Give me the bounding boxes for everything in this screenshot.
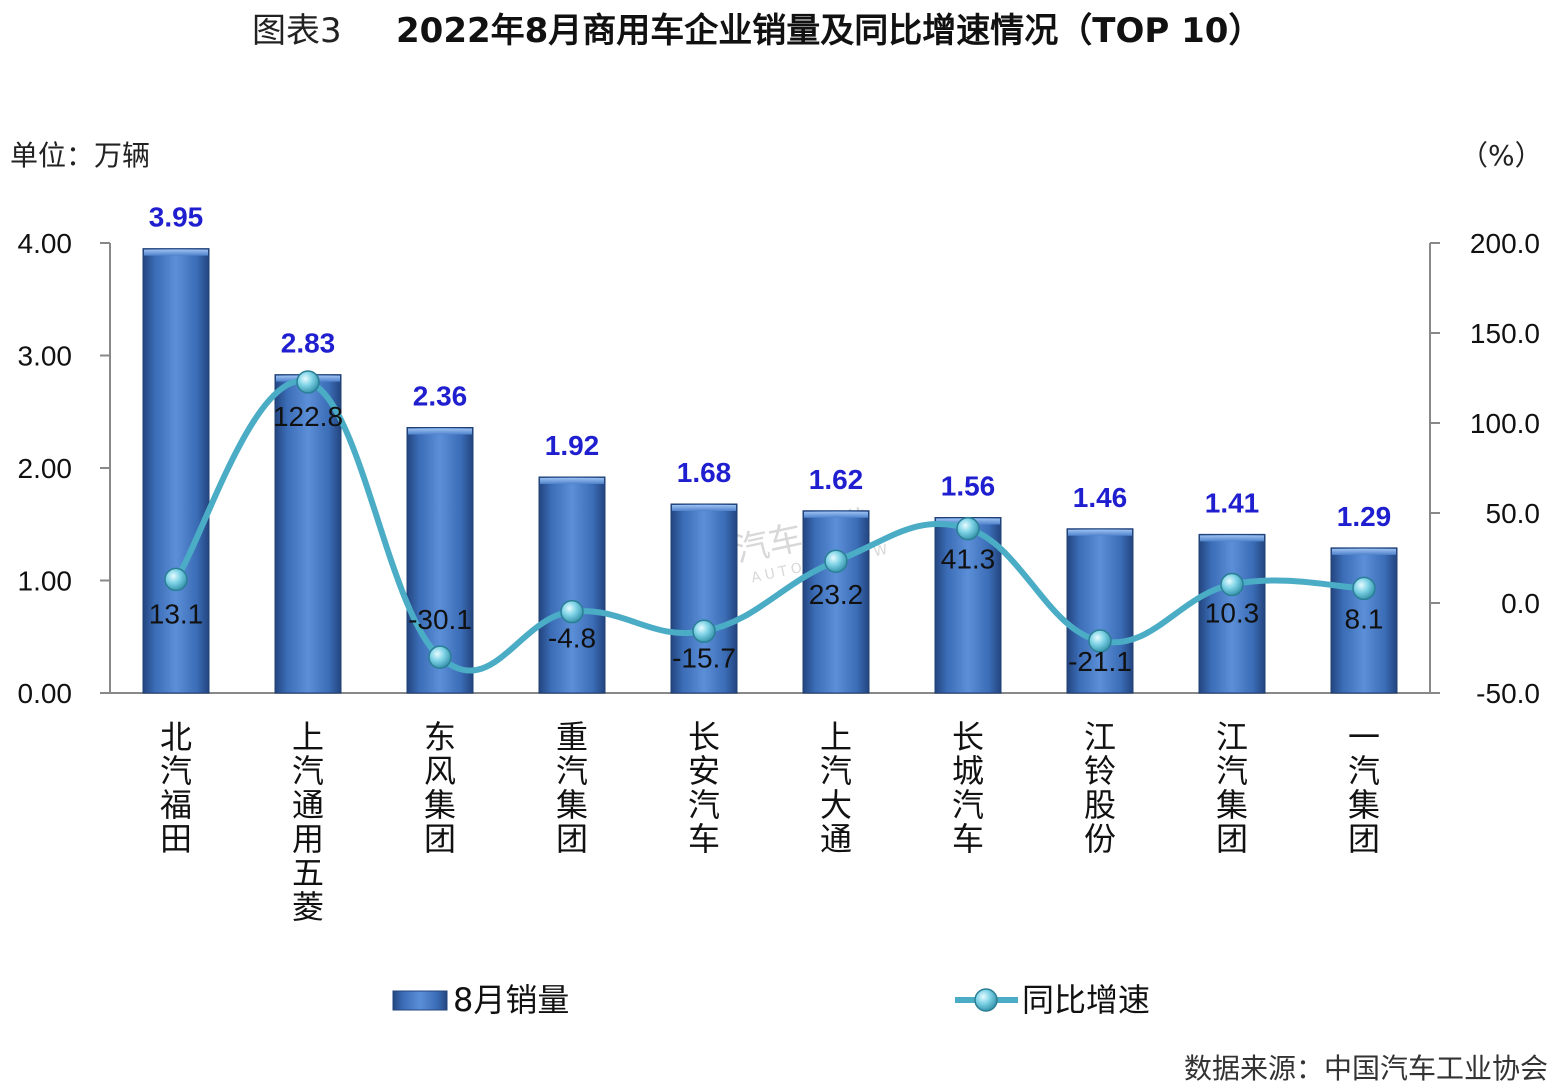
line-value-label: -30.1 [408, 604, 472, 635]
bar-value-label: 2.36 [413, 381, 468, 412]
line-point [1088, 629, 1112, 653]
left-tick-label: 0.00 [18, 678, 73, 709]
right-axis-unit: （%） [1460, 139, 1543, 172]
legend-line-label: 同比增速 [1022, 981, 1150, 1019]
legend-line-marker [974, 988, 998, 1012]
line-series [164, 370, 1376, 674]
line-value-label: -15.7 [672, 642, 736, 673]
line-point [956, 516, 980, 541]
left-tick-label: 4.00 [18, 228, 73, 259]
chart-title: 2022年8月商用车企业销量及同比增速情况（TOP 10） [396, 11, 1262, 51]
bar-top-highlight [144, 249, 208, 256]
category-labels: 北汽福田 上汽通用五菱 东风集团 重汽集团 长安汽车 上汽大通 长城汽车 江铃股份 江汽集团 一汽… [160, 718, 1380, 926]
growth-line [173, 378, 1367, 674]
bar [1066, 528, 1134, 694]
line-value-label: 23.2 [809, 579, 864, 610]
line-point [428, 645, 452, 669]
bar-series [142, 248, 1398, 694]
category-label: 北汽福田 [160, 718, 192, 858]
category-label: 江铃股份 [1084, 718, 1116, 858]
left-axis-ticks: 0.00 1.00 2.00 3.00 4.00 [18, 228, 110, 709]
bar [538, 476, 606, 694]
line-point [164, 567, 188, 592]
line-point [1352, 576, 1376, 601]
line-value-label: 13.1 [149, 598, 204, 629]
left-tick-label: 2.00 [18, 453, 73, 484]
bar-value-label: 1.62 [809, 464, 864, 495]
legend-bar-label: 8月销量 [453, 981, 569, 1019]
bar-top-highlight [408, 428, 472, 435]
line-value-label: 8.1 [1345, 603, 1384, 634]
category-label: 东风集团 [424, 718, 456, 858]
right-tick-label: -50.0 [1476, 678, 1540, 709]
bar-value-label: 1.29 [1337, 501, 1392, 532]
legend-item-line: 同比增速 [955, 981, 1150, 1019]
bar-value-label: 1.41 [1205, 487, 1260, 518]
category-label: 重汽集团 [556, 718, 588, 858]
bar-value-label: 2.83 [281, 328, 336, 359]
bar-value-label: 1.92 [545, 430, 600, 461]
legend: 8月销量 同比增速 [392, 981, 1150, 1019]
bar [1330, 547, 1398, 694]
bar [670, 503, 738, 694]
line-value-label: -4.8 [548, 623, 596, 654]
line-point [560, 599, 584, 624]
bar [1198, 533, 1266, 694]
bar-value-label: 3.95 [149, 202, 204, 233]
left-tick-label: 3.00 [18, 341, 73, 372]
right-tick-label: 50.0 [1486, 498, 1541, 529]
bar-value-label: 1.56 [941, 471, 996, 502]
data-source: 数据来源：中国汽车工业协会 [1184, 1052, 1548, 1085]
bar-top-highlight [540, 478, 604, 484]
bar-top-highlight [672, 505, 736, 511]
bar [802, 510, 870, 694]
bar-top-highlight [1200, 535, 1264, 542]
bar-data-labels: 3.95 2.83 2.36 1.92 1.68 1.62 1.56 1.46 1.41 1.29 [149, 202, 1392, 532]
right-tick-label: 0.0 [1501, 588, 1540, 619]
category-label: 上汽大通 [820, 718, 852, 858]
bar-top-highlight [1332, 548, 1396, 555]
bar-value-label: 1.68 [677, 457, 732, 488]
line-value-label: -21.1 [1068, 646, 1132, 677]
category-label: 上汽通用五菱 [292, 718, 324, 926]
line-point [824, 549, 848, 573]
line-value-label: 41.3 [941, 544, 996, 575]
legend-bar-swatch [392, 990, 448, 1011]
line-point [296, 370, 320, 394]
legend-item-bar: 8月销量 [392, 981, 569, 1019]
right-tick-label: 200.0 [1470, 228, 1540, 259]
line-data-labels: 13.1 122.8 -30.1 -4.8 -15.7 23.2 41.3 -21.1 10.3… [149, 401, 1384, 677]
line-value-label: 10.3 [1205, 597, 1260, 628]
left-axis-unit: 单位：万辆 [10, 139, 150, 172]
bar [142, 248, 210, 694]
line-value-label: 122.8 [273, 401, 343, 432]
right-axis-ticks: -50.0 0.0 50.0 100.0 150.0 200.0 [1430, 228, 1540, 709]
bar [274, 374, 342, 694]
category-label: 一汽集团 [1348, 718, 1380, 858]
bar-top-highlight [1068, 529, 1132, 536]
right-tick-label: 150.0 [1470, 318, 1540, 349]
category-label: 长安汽车 [688, 718, 720, 858]
chart-title-prefix: 图表3 [252, 11, 342, 51]
line-point [692, 619, 716, 644]
right-tick-label: 100.0 [1470, 408, 1540, 439]
category-label: 长城汽车 [952, 718, 984, 858]
bar [934, 517, 1002, 694]
bar-value-label: 1.46 [1073, 482, 1128, 513]
bar-top-highlight [804, 511, 868, 518]
category-label: 江汽集团 [1216, 718, 1248, 858]
left-tick-label: 1.00 [18, 566, 73, 597]
line-point [1220, 572, 1244, 597]
